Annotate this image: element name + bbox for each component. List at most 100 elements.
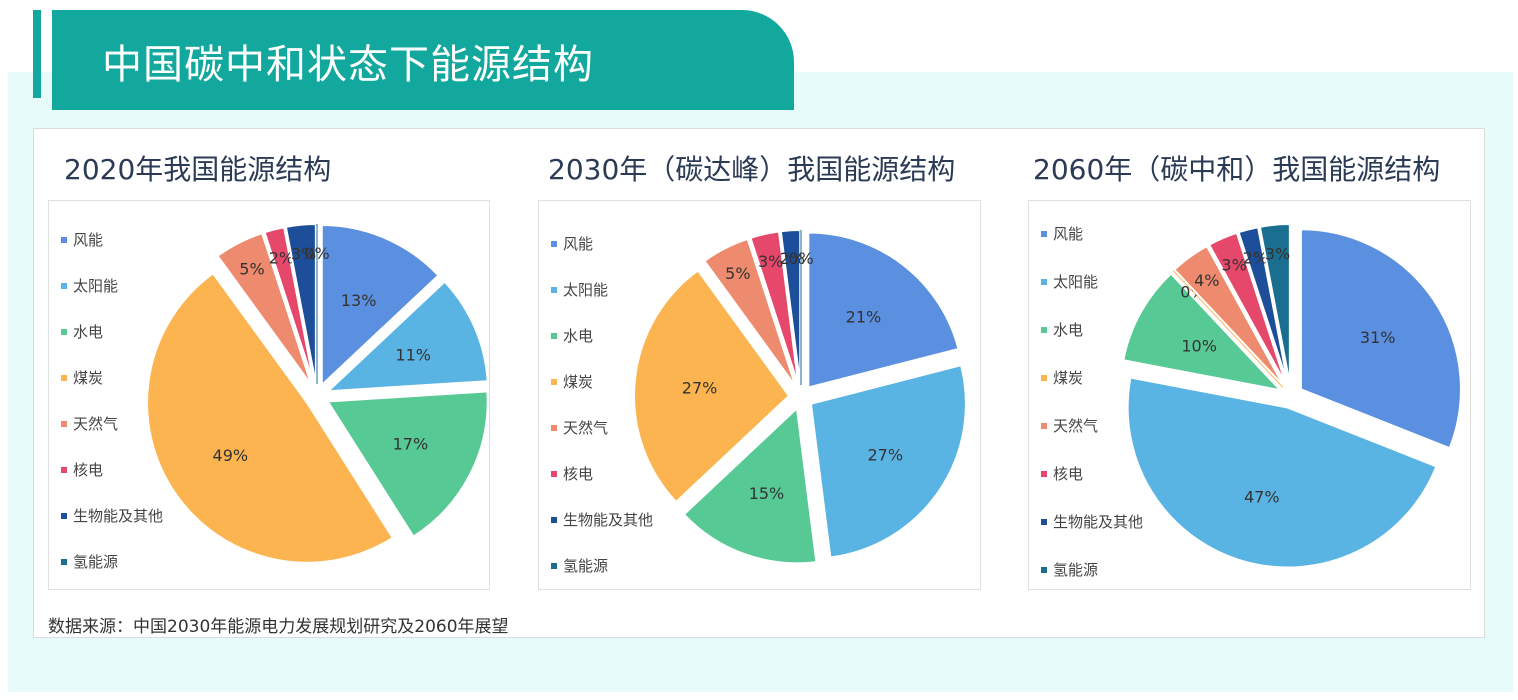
legend-swatch bbox=[1041, 326, 1047, 333]
data-label: 2% bbox=[780, 249, 805, 268]
legend-label: 生物能及其他 bbox=[563, 511, 654, 529]
legend-label: 氢能源 bbox=[563, 557, 609, 575]
legend-item: 氢能源 bbox=[1041, 559, 1098, 580]
legend-swatch bbox=[61, 282, 67, 289]
legend-swatch bbox=[551, 332, 557, 339]
legend-label: 核电 bbox=[73, 461, 104, 479]
data-label: 47% bbox=[1244, 488, 1280, 507]
legend-swatch bbox=[61, 420, 67, 427]
legend-label: 太阳能 bbox=[73, 277, 119, 295]
legend-label: 水电 bbox=[1053, 321, 1084, 339]
legend-swatch bbox=[1041, 566, 1047, 573]
legend-item: 煤炭 bbox=[61, 367, 103, 388]
legend-swatch bbox=[1041, 374, 1047, 381]
legend-label: 风能 bbox=[1053, 225, 1084, 243]
legend-label: 风能 bbox=[563, 235, 594, 253]
legend-swatch bbox=[61, 466, 67, 473]
legend-swatch bbox=[61, 236, 67, 243]
legend-swatch bbox=[1041, 278, 1047, 285]
legend-label: 煤炭 bbox=[73, 369, 104, 387]
legend-swatch bbox=[61, 374, 67, 381]
data-label: 27% bbox=[867, 445, 903, 464]
data-label: 4% bbox=[1194, 271, 1219, 290]
legend-label: 氢能源 bbox=[73, 553, 119, 571]
data-label: 2% bbox=[1243, 248, 1268, 267]
legend-item: 氢能源 bbox=[61, 551, 118, 572]
legend-swatch bbox=[61, 512, 67, 519]
chart-2-title: 2030年（碳达峰）我国能源结构 bbox=[548, 153, 956, 186]
pie-slice bbox=[1299, 228, 1462, 450]
legend-swatch bbox=[1041, 422, 1047, 429]
legend-label: 煤炭 bbox=[563, 373, 594, 391]
pie-slice bbox=[703, 237, 797, 387]
legend-label: 风能 bbox=[73, 231, 104, 249]
pie-svg: 31%47%10%0%4%3%2%3% bbox=[1122, 223, 1462, 569]
legend-swatch bbox=[551, 470, 557, 477]
legend-label: 水电 bbox=[563, 327, 594, 345]
legend-swatch bbox=[551, 516, 557, 523]
legend-item: 太阳能 bbox=[1041, 271, 1098, 292]
legend-item: 核电 bbox=[1041, 463, 1083, 484]
legend-item: 氢能源 bbox=[551, 555, 608, 576]
pie-chart-2060: 风能 太阳能 水电 煤炭 天然气 核电 生物能及其他 氢能源 31% 47% 10% 0% 4% 3% 2%… bbox=[1028, 200, 1471, 590]
pie-slice bbox=[779, 229, 802, 386]
pie-slice bbox=[1258, 223, 1291, 385]
legend-label: 核电 bbox=[1053, 465, 1084, 483]
legend-swatch bbox=[551, 378, 557, 385]
legend-item: 核电 bbox=[551, 463, 593, 484]
legend-item: 太阳能 bbox=[61, 275, 118, 296]
source-note: 数据来源：中国2030年能源电力发展规划研究及2060年展望 bbox=[48, 617, 509, 637]
legend-label: 天然气 bbox=[73, 415, 119, 433]
legend-swatch bbox=[1041, 470, 1047, 477]
legend-item: 天然气 bbox=[61, 413, 118, 434]
legend-item: 水电 bbox=[551, 325, 593, 346]
pie-slice bbox=[325, 280, 489, 393]
pie-slice bbox=[1173, 244, 1285, 387]
data-label: 27% bbox=[682, 378, 718, 397]
legend-item: 太阳能 bbox=[551, 279, 608, 300]
legend-swatch bbox=[551, 562, 557, 569]
legend: 风能太阳能水电煤炭天然气核电生物能及其他 氢能源 bbox=[539, 201, 699, 589]
legend-item: 天然气 bbox=[551, 417, 608, 438]
pie-slice bbox=[1172, 270, 1284, 388]
pie-chart-2030: 风能 太阳能 水电 煤炭 天然气 核电 生物能及其他 氢能源 21% 27% 15% 27% 5% 3% 2… bbox=[538, 200, 981, 590]
data-label: 13% bbox=[341, 291, 377, 310]
data-label: 3% bbox=[1221, 256, 1246, 275]
legend-label: 生物能及其他 bbox=[1053, 513, 1144, 531]
pie-slice bbox=[633, 269, 791, 504]
data-label: 2% bbox=[269, 248, 294, 267]
legend-swatch bbox=[1041, 518, 1047, 525]
data-label: 5% bbox=[725, 264, 750, 283]
legend-swatch bbox=[551, 424, 557, 431]
pie-slice bbox=[284, 223, 317, 385]
page-title: 中国碳中和状态下能源结构 bbox=[102, 42, 594, 88]
data-label: 3% bbox=[1265, 244, 1290, 263]
legend-item: 生物能及其他 bbox=[61, 505, 163, 526]
pie-slice bbox=[1207, 231, 1288, 386]
pie-slice bbox=[682, 406, 818, 565]
legend-item: 生物能及其他 bbox=[551, 509, 653, 530]
legend-swatch bbox=[61, 558, 67, 565]
pie-slice bbox=[1122, 272, 1284, 392]
pie-svg: 21% 27% 15% 27% 5% 3%2%0% bbox=[633, 229, 967, 565]
pie-slice bbox=[749, 230, 800, 386]
legend-label: 太阳能 bbox=[1053, 273, 1099, 291]
pie-slice bbox=[809, 363, 967, 559]
legend-label: 氢能源 bbox=[1053, 561, 1099, 579]
pie-slice bbox=[807, 231, 960, 389]
pie-slice bbox=[325, 390, 489, 538]
legend-item: 煤炭 bbox=[551, 371, 593, 392]
legend-swatch bbox=[551, 240, 557, 247]
legend-swatch bbox=[551, 286, 557, 293]
legend-item: 风能 bbox=[1041, 223, 1083, 244]
legend: 风能 太阳能 水电 煤炭 天然气 核电 生物能及其他 氢能源 bbox=[49, 201, 209, 589]
pie-slice bbox=[146, 271, 395, 564]
legend-item: 生物能及其他 bbox=[1041, 511, 1143, 532]
data-label: 11% bbox=[395, 345, 431, 364]
legend-label: 天然气 bbox=[563, 419, 609, 437]
data-label: 0% bbox=[788, 249, 813, 268]
data-label: 21% bbox=[846, 307, 882, 326]
legend-item: 风能 bbox=[551, 233, 593, 254]
legend-swatch bbox=[61, 328, 67, 335]
legend-item: 水电 bbox=[1041, 319, 1083, 340]
